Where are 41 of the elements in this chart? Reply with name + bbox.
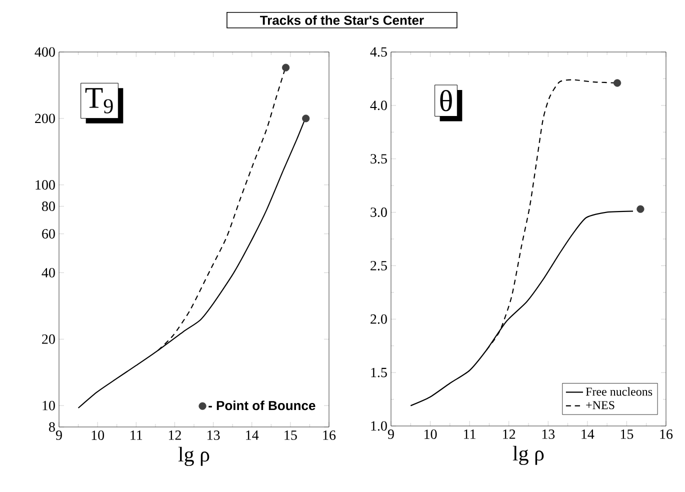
y-tick-label: 1.0 <box>371 421 387 431</box>
x-axis-title: lg ρ <box>178 446 210 466</box>
x-tick-label: 15 <box>284 430 297 440</box>
legend-label: - Point of Bounce <box>208 400 316 410</box>
x-tick-label: 15 <box>620 430 634 439</box>
x-tick-label: 12 <box>503 430 516 439</box>
x-tick-label: 16 <box>660 430 673 439</box>
x-tick-label: 9 <box>56 430 62 440</box>
y-tick-label: 20 <box>42 334 55 344</box>
y-tick-label: 60 <box>42 229 55 239</box>
annotation: T$_{9}$ <box>85 88 113 114</box>
x-tick-label: 14 <box>246 430 259 440</box>
y-tick-label: 2.0 <box>370 314 387 324</box>
chart-title: Tracks of the Star's Center <box>260 15 424 25</box>
legend-label: Free nucleons <box>586 387 652 396</box>
x-tick-label: 14 <box>582 430 594 439</box>
x-tick-label: 11 <box>130 430 142 440</box>
y-tick-label: 400 <box>34 47 55 57</box>
annotation: θ <box>440 90 452 112</box>
y-tick-label: 40 <box>42 268 55 278</box>
x-axis-title: lg ρ <box>512 446 544 465</box>
y-tick-label: 10 <box>42 400 55 410</box>
x-tick-label: 16 <box>323 430 336 440</box>
y-tick-label: 3.0 <box>370 208 387 218</box>
y-tick-label: 200 <box>35 114 55 124</box>
x-tick-label: 13 <box>208 430 220 440</box>
x-tick-label: 9 <box>388 430 394 439</box>
y-tick-label: 1.5 <box>371 368 387 378</box>
y-tick-label: 4.5 <box>370 47 387 57</box>
x-tick-label: 10 <box>92 430 104 440</box>
x-tick-label: 11 <box>464 430 476 439</box>
x-tick-label: 13 <box>542 430 555 439</box>
y-tick-label: 2.5 <box>370 260 387 270</box>
y-tick-label: 4.0 <box>370 100 387 110</box>
x-tick-label: 12 <box>168 430 181 440</box>
y-tick-label: 3.5 <box>370 154 387 164</box>
y-tick-label: 100 <box>36 180 55 190</box>
y-tick-label: 80 <box>42 202 55 211</box>
legend-label: +NES <box>586 401 614 410</box>
x-tick-label: 10 <box>424 430 437 439</box>
y-tick-label: 8 <box>49 422 55 432</box>
